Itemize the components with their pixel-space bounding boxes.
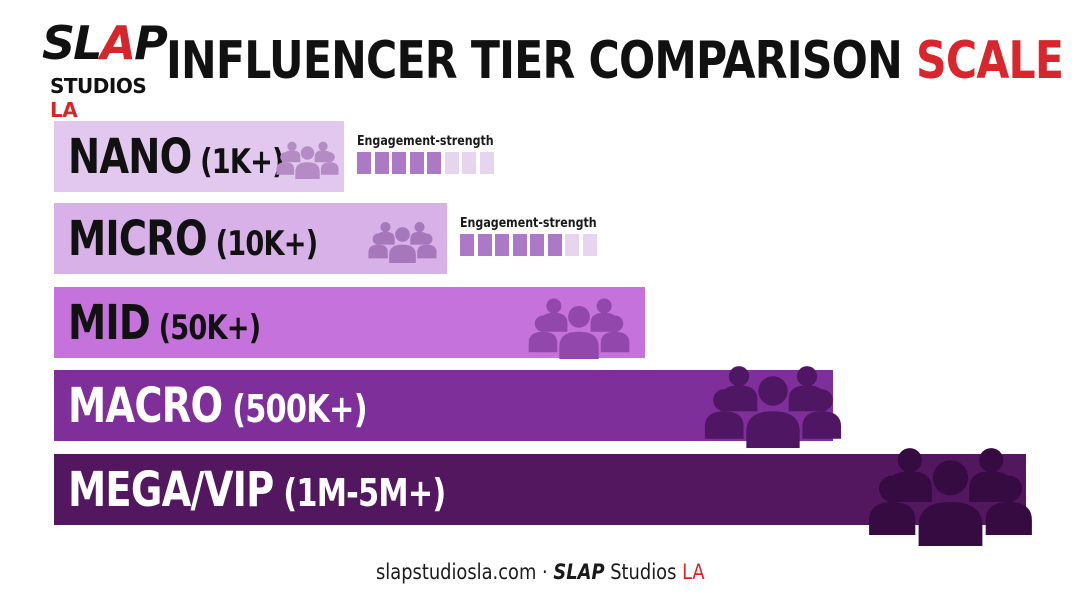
tier-bar-macro: MACRO (500K+) <box>54 366 842 448</box>
people-group-icon <box>276 137 339 187</box>
tier-name: NANO <box>68 128 192 185</box>
tier-followers: (50K+) <box>149 307 262 348</box>
engagement-segment-filled <box>495 234 509 256</box>
footer: slapstudiosla.com · SLAP Studios LA <box>0 560 1080 584</box>
tier-name: MID <box>68 294 151 351</box>
tier-followers: (1M-5M+) <box>273 470 446 515</box>
tier-name: MICRO <box>68 210 208 267</box>
engagement-segment-empty <box>479 152 494 174</box>
engagement-segment-filled <box>357 152 371 174</box>
people-group-icon <box>368 217 437 272</box>
tier-label: MACRO (500K+) <box>68 377 368 434</box>
tier-label: NANO (1K+) <box>68 128 285 185</box>
footer-brand-slap: SLAP <box>553 560 605 584</box>
footer-site-link[interactable]: slapstudiosla.com <box>375 560 537 584</box>
engagement-label: Engagement-strength <box>357 134 494 149</box>
engagement-segment-empty <box>462 152 476 174</box>
tier-name: MEGA/VIP <box>68 461 274 518</box>
engagement-segment-filled <box>409 152 424 174</box>
tier-name: MACRO <box>68 377 223 434</box>
engagement-meter-micro: Engagement-strength <box>460 216 621 256</box>
tier-bar-micro: MICRO (10K+) <box>54 203 447 274</box>
tier-bar-mid: MID (50K+) <box>54 287 645 359</box>
logo-wordmark: SLAP <box>42 16 168 70</box>
engagement-segment-filled <box>477 234 492 256</box>
engagement-segment-filled <box>392 152 406 174</box>
footer-brand-studios: Studios <box>609 560 677 584</box>
engagement-segment-filled <box>547 234 562 256</box>
engagement-segment-filled <box>512 234 527 256</box>
tier-bar-megavip: MEGA/VIP (1M-5M+) <box>54 448 1032 546</box>
tier-followers: (10K+) <box>206 223 319 264</box>
logo-slap-part-end: P <box>134 16 168 70</box>
logo-subtitle: STUDIOS LA <box>50 74 160 122</box>
engagement-segment-filled <box>427 152 441 174</box>
engagement-segment-empty <box>444 152 459 174</box>
engagement-segment-filled <box>374 152 389 174</box>
people-group-icon <box>528 291 630 370</box>
title-accent: SCALE <box>915 31 1064 91</box>
tier-label: MICRO (10K+) <box>68 210 319 267</box>
engagement-segment-empty <box>582 234 597 256</box>
logo-slap-part: SL <box>42 16 102 70</box>
tier-bar-nano: NANO (1K+) <box>54 121 344 192</box>
people-group-icon <box>704 356 842 461</box>
tier-label: MEGA/VIP (1M-5M+) <box>68 462 446 518</box>
logo-slap-accent: A <box>100 16 136 70</box>
engagement-segment-filled <box>460 234 474 256</box>
brand-logo: SLAP STUDIOS LA <box>40 18 168 122</box>
title-main: INFLUENCER TIER COMPARISON <box>166 31 903 91</box>
logo-studios-text: STUDIOS <box>50 74 147 98</box>
engagement-segment-empty <box>565 234 579 256</box>
page-title: INFLUENCER TIER COMPARISON SCALE <box>166 26 1064 96</box>
engagement-label: Engagement-strength <box>460 216 597 231</box>
footer-brand-la: LA <box>681 560 705 584</box>
footer-separator: · <box>541 560 548 584</box>
tier-followers: (500K+) <box>222 386 367 431</box>
tier-followers: (1K+) <box>191 141 284 182</box>
logo-la-text: LA <box>50 98 78 122</box>
engagement-meter-nano: Engagement-strength <box>357 134 518 174</box>
people-group-icon <box>868 436 1033 561</box>
tier-label: MID (50K+) <box>68 294 262 351</box>
engagement-segment-filled <box>530 234 544 256</box>
